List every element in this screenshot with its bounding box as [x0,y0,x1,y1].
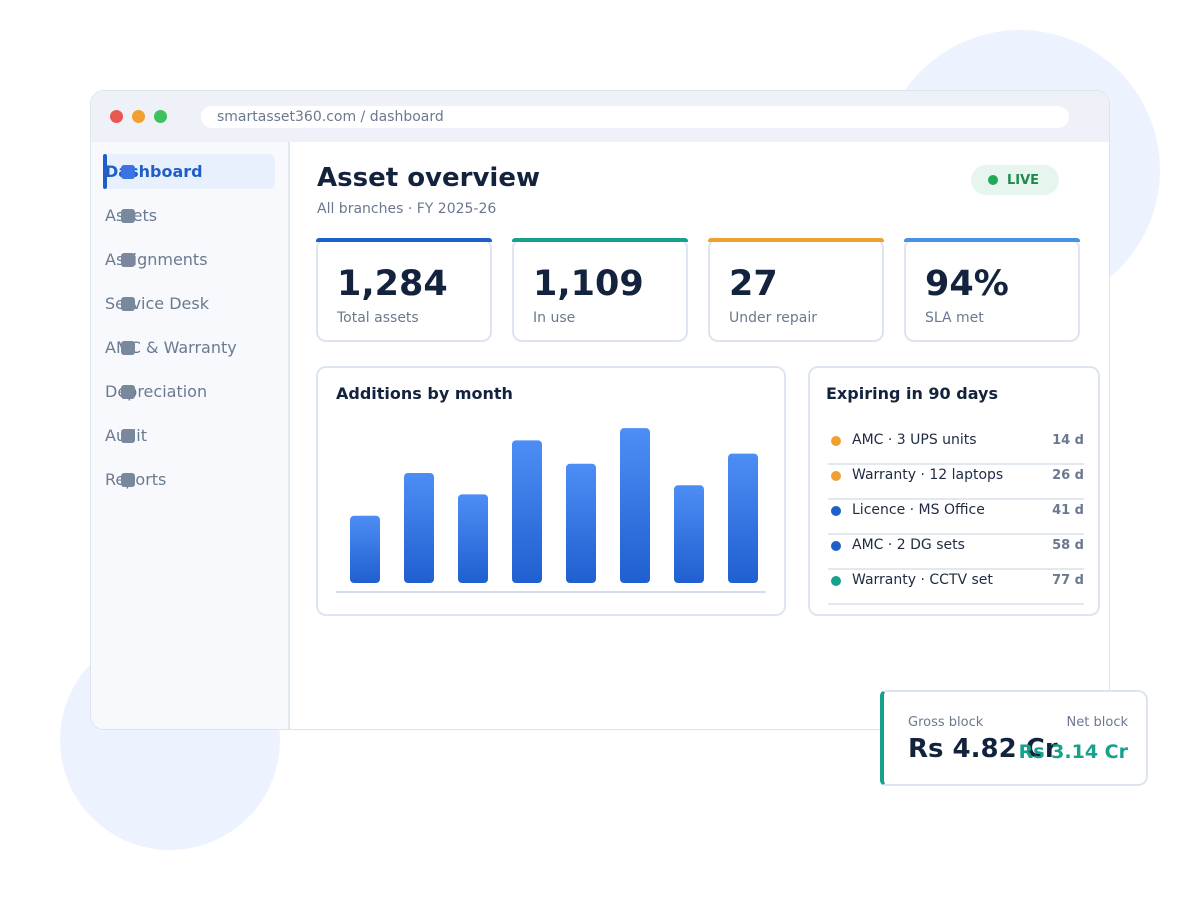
kpi-card: 27 Under repair [708,238,884,342]
status-dot [831,541,841,551]
nav-item[interactable]: Assets [105,198,275,233]
nav-icon [121,473,135,487]
nav-icon [121,341,135,355]
live-text: LIVE [1007,173,1040,188]
kpi-label: Under repair [729,310,817,326]
status-dot [831,576,841,586]
nav-item[interactable]: Service Desk [105,286,275,321]
kpi-label: Total assets [337,310,419,326]
window-dot[interactable] [154,110,167,123]
block-card: Gross block Net block Rs 4.82 Cr Rs 3.14… [880,690,1148,786]
nav-label: AMC & Warranty [105,338,237,357]
kpi-card: 1,109 In use [512,238,688,342]
expiring-title: Expiring in 90 days [826,384,998,403]
live-badge: LIVE [971,165,1059,195]
expiring-row: AMC · 2 DG sets 58 d [828,533,1084,570]
nav-item[interactable]: Reports [105,462,275,497]
nav-icon [121,209,135,223]
page-title: Asset overview [317,163,540,193]
kpi-stripe [316,238,492,242]
bar [566,463,596,583]
gross-label: Gross block [908,715,984,730]
kpi-card: 1,284 Total assets [316,238,492,342]
expiring-label: Licence · MS Office [852,502,985,518]
nav-icon [121,297,135,311]
live-dot [988,175,998,185]
bar [404,472,434,583]
kpi-stripe [904,238,1080,242]
url-bar[interactable]: smartasset360.com / dashboard [201,106,1069,128]
nav-icon [121,429,135,443]
title-bar: smartasset360.com / dashboard [91,91,1109,142]
nav-item[interactable]: Depreciation [105,374,275,409]
chart-title: Additions by month [336,384,513,403]
kpi-stripe [512,238,688,242]
gross-value: Rs 4.82 Cr [908,734,1058,764]
nav-item[interactable]: Assignments [105,242,275,277]
expiring-row: Licence · MS Office 41 d [828,498,1084,535]
expiring-label: AMC · 3 UPS units [852,432,977,448]
kpi-value: 27 [729,264,778,304]
net-label: Net block [1066,715,1128,730]
subtitle: All branches · FY 2025-26 [317,201,497,217]
expiring-row: Warranty · 12 laptops 26 d [828,463,1084,500]
bar [620,428,650,583]
bar [512,440,542,583]
net-value: Rs 3.14 Cr [1018,741,1128,763]
expiring-label: AMC · 2 DG sets [852,537,965,553]
expiring-days: 77 d [1052,573,1084,588]
status-dot [831,471,841,481]
expiring-days: 14 d [1052,433,1084,448]
nav-item[interactable]: AMC & Warranty [105,330,275,365]
kpi-stripe [708,238,884,242]
expiring-days: 58 d [1052,538,1084,553]
bar [674,485,704,583]
expiring-row: Warranty · CCTV set 77 d [828,568,1084,605]
kpi-value: 1,284 [337,264,448,304]
status-dot [831,436,841,446]
nav-icon [121,253,135,267]
chart [336,428,766,593]
sidebar: Dashboard Assets Assignments Service Desk AM… [91,142,290,729]
window-dot[interactable] [110,110,123,123]
nav-label: Reports [105,470,167,489]
nav-item[interactable]: Dashboard [103,154,275,189]
expiring-days: 41 d [1052,503,1084,518]
kpi-value: 1,109 [533,264,644,304]
kpi-label: In use [533,310,576,326]
chart-card: Additions by month [316,366,786,616]
bar [350,515,380,583]
expiring-row: AMC · 3 UPS units 14 d [828,428,1084,465]
expiring-label: Warranty · 12 laptops [852,467,1004,483]
nav-item[interactable]: Audit [105,418,275,453]
bar [728,453,758,583]
kpi-label: SLA met [925,310,984,326]
nav-icon [121,385,135,399]
expiring-label: Warranty · CCTV set [852,572,993,588]
status-dot [831,506,841,516]
expiring-days: 26 d [1052,468,1084,483]
nav-icon [121,165,135,179]
expiring-card: Expiring in 90 days AMC · 3 UPS units 14 … [808,366,1100,616]
kpi-value: 94% [925,264,1009,304]
window-dot[interactable] [132,110,145,123]
kpi-card: 94% SLA met [904,238,1080,342]
bar [458,494,488,583]
